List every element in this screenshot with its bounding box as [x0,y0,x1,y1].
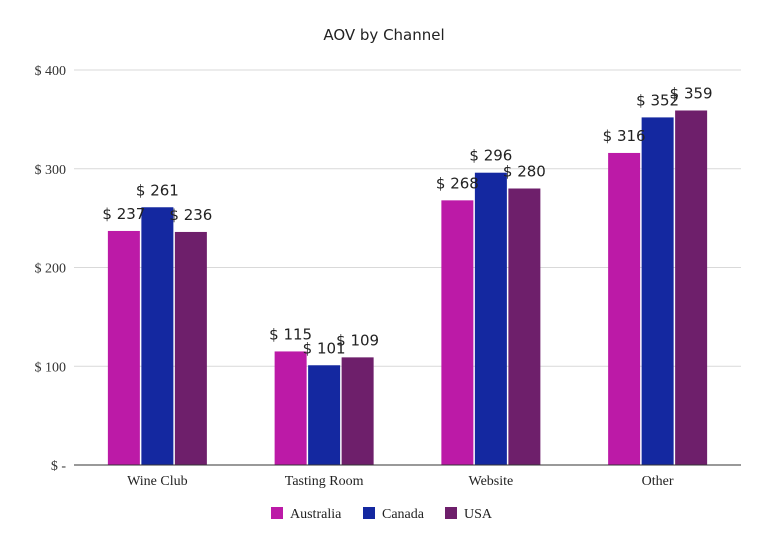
bar-usa-other [675,110,708,466]
bar-usa-tasting-room [341,357,374,465]
y-axis: $ - $ 100 $ 200 $ 300 $ 400 [35,64,67,474]
data-label: $ 352 [636,91,679,109]
x-tick-label: Tasting Room [285,474,364,489]
data-label: $ 296 [469,147,512,165]
data-label: $ 261 [136,181,179,199]
y-tick-label: $ 200 [35,262,67,277]
legend-label: USA [464,507,493,522]
legend-item-usa: USA [445,507,493,522]
x-axis: Wine Club Tasting Room Website Other [74,464,741,489]
bar-canada-tasting-room [308,365,341,465]
legend-swatch [445,507,457,519]
legend-label: Canada [382,507,425,522]
y-tick-label: $ 400 [35,64,67,79]
legend: Australia Canada USA [271,507,493,522]
legend-item-australia: Australia [271,507,342,522]
x-tick-label: Wine Club [127,474,187,489]
data-label: $ 268 [436,174,479,192]
data-labels: $ 237 $ 261 $ 236 $ 115$ 101$ 109 $ 268 $ 296… [102,84,712,357]
bar-australia-website [441,200,474,465]
legend-swatch [271,507,283,519]
bar-usa-website [508,188,541,465]
bar-australia-tasting-room [274,351,307,465]
data-label: $ 359 [670,84,713,102]
bar-usa-wine-club [174,231,207,465]
bar-australia-other [608,152,641,465]
bar-canada-other [641,117,674,466]
data-label: $ 101 [303,339,346,357]
y-tick-label: $ 300 [35,163,67,178]
y-tick-label: $ - [51,459,67,474]
data-label: $ 236 [169,206,212,224]
x-tick-label: Website [469,474,514,489]
bar-canada-website [474,172,507,465]
data-label: $ 115 [269,325,312,343]
bar-canada-wine-club [141,207,174,465]
data-label: $ 109 [336,331,379,349]
legend-item-canada: Canada [363,507,425,522]
legend-label: Australia [290,507,342,522]
data-label: $ 280 [503,163,546,181]
data-label: $ 316 [603,127,646,145]
x-tick-label: Other [642,474,674,489]
plot-area [107,110,708,466]
y-tick-label: $ 100 [35,360,67,375]
legend-swatch [363,507,375,519]
bar-australia-wine-club [107,230,140,465]
chart-title: AOV by Channel [323,26,444,44]
data-label: $ 237 [102,205,145,223]
